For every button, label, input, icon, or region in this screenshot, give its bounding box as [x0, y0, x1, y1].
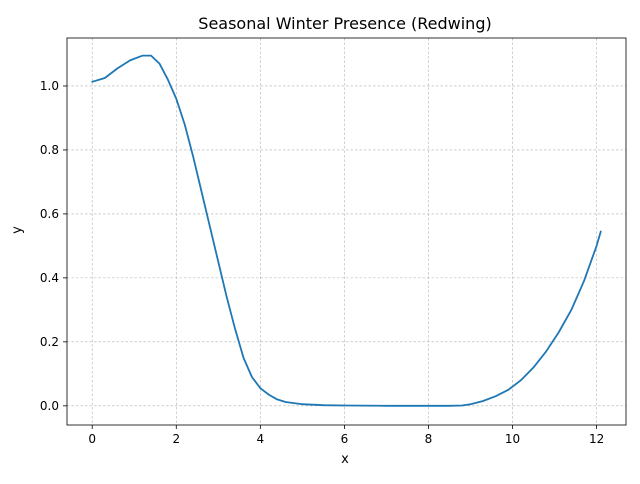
- x-tick-label: 12: [589, 432, 604, 446]
- x-tick-label: 6: [341, 432, 349, 446]
- grid-layer: [67, 38, 626, 425]
- x-tick-label: 4: [257, 432, 265, 446]
- x-tick-label: 0: [88, 432, 96, 446]
- y-tick-label: 1.0: [40, 79, 59, 93]
- series-line: [91, 54, 602, 407]
- x-tick-label: 10: [505, 432, 520, 446]
- y-tick-label: 0.8: [40, 143, 59, 157]
- y-axis-label: y: [10, 226, 25, 234]
- series-layer: [91, 54, 602, 407]
- y-tick-label: 0.0: [40, 399, 59, 413]
- x-tick-label: 8: [425, 432, 433, 446]
- x-tick-label: 2: [172, 432, 180, 446]
- y-tick-label: 0.6: [40, 207, 59, 221]
- tick-layer: 0 2 4 6 8 10 12 0.0 0.2 0.4 0.6 0.8 1.0: [40, 79, 604, 446]
- y-tick-label: 0.2: [40, 335, 59, 349]
- chart-title: Seasonal Winter Presence (Redwing): [198, 14, 491, 33]
- y-tick-label: 0.4: [40, 271, 59, 285]
- plot-frame: [66, 37, 627, 426]
- x-axis-label: x: [341, 452, 349, 467]
